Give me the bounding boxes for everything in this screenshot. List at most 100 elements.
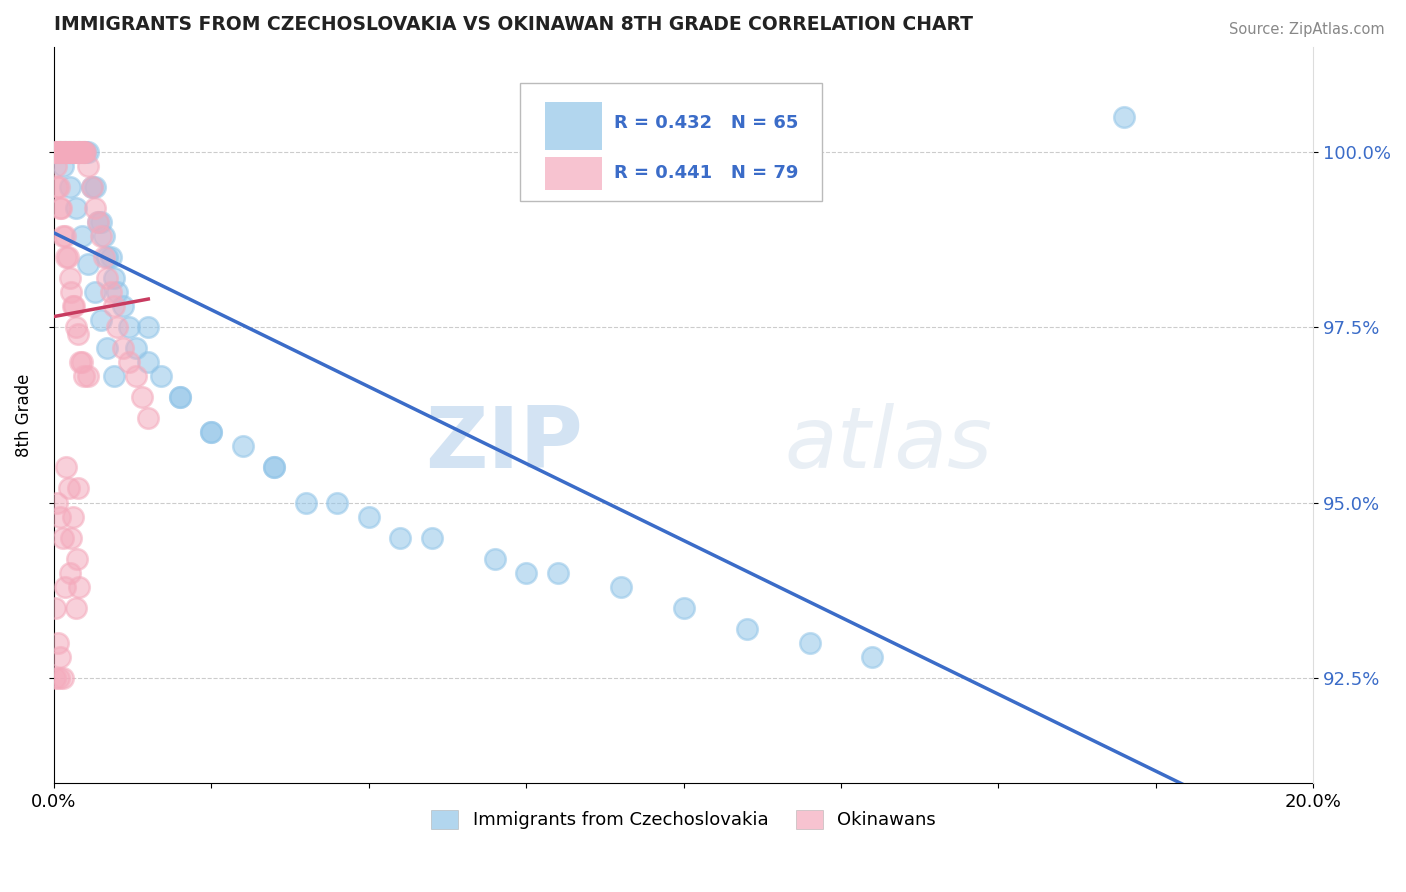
Point — [49, 509, 72, 524]
Point — [70, 355, 93, 369]
Point — [52, 531, 75, 545]
Point — [62, 145, 84, 159]
Bar — [546, 102, 602, 150]
Point — [73, 369, 96, 384]
Point — [100, 250, 122, 264]
Point — [49, 145, 72, 159]
Point — [52, 145, 75, 159]
Point — [672, 600, 695, 615]
Point — [58, 145, 80, 159]
Point — [149, 369, 172, 384]
Point — [46, 495, 69, 509]
Point — [232, 439, 254, 453]
Point — [48, 145, 70, 159]
Text: R = 0.441   N = 79: R = 0.441 N = 79 — [614, 164, 799, 182]
Point — [52, 145, 75, 159]
Point — [862, 649, 884, 664]
Point — [58, 271, 80, 285]
Point — [100, 285, 122, 299]
Point — [55, 145, 77, 159]
Point — [53, 229, 76, 244]
Point — [80, 180, 103, 194]
Text: IMMIGRANTS FROM CZECHOSLOVAKIA VS OKINAWAN 8TH GRADE CORRELATION CHART: IMMIGRANTS FROM CZECHOSLOVAKIA VS OKINAW… — [53, 15, 973, 34]
Point — [66, 145, 89, 159]
Point — [118, 320, 141, 334]
Point — [75, 145, 97, 159]
Point — [484, 551, 506, 566]
Point — [52, 671, 75, 685]
Point — [67, 145, 90, 159]
Point — [77, 145, 100, 159]
Point — [44, 145, 66, 159]
Point — [56, 145, 79, 159]
Point — [53, 145, 76, 159]
Text: R = 0.432   N = 65: R = 0.432 N = 65 — [614, 114, 799, 132]
Point — [87, 215, 110, 229]
Point — [66, 145, 89, 159]
Point — [69, 355, 91, 369]
Point — [58, 566, 80, 580]
Y-axis label: 8th Grade: 8th Grade — [15, 373, 32, 457]
Point — [48, 145, 70, 159]
Text: ZIP: ZIP — [425, 403, 583, 486]
Point — [118, 355, 141, 369]
Point — [58, 482, 80, 496]
Point — [169, 390, 191, 404]
Point — [55, 145, 77, 159]
Point — [62, 509, 84, 524]
Point — [77, 369, 100, 384]
Point — [44, 671, 66, 685]
Point — [67, 145, 90, 159]
Point — [60, 145, 83, 159]
Point — [69, 145, 91, 159]
Point — [75, 145, 97, 159]
FancyBboxPatch shape — [520, 84, 823, 202]
Point — [65, 145, 87, 159]
Point — [83, 180, 105, 194]
Point — [49, 201, 72, 215]
Point — [96, 271, 118, 285]
Point — [87, 215, 110, 229]
Point — [105, 320, 128, 334]
Point — [65, 145, 87, 159]
Point — [60, 285, 83, 299]
Point — [65, 201, 87, 215]
Point — [46, 180, 69, 194]
Point — [103, 271, 125, 285]
Point — [1114, 110, 1136, 124]
Point — [65, 145, 87, 159]
Point — [66, 482, 89, 496]
Point — [56, 145, 79, 159]
Point — [73, 145, 96, 159]
Point — [66, 327, 89, 342]
Point — [90, 313, 112, 327]
Point — [200, 425, 222, 440]
Point — [53, 145, 76, 159]
Point — [103, 369, 125, 384]
Point — [83, 201, 105, 215]
Point — [65, 600, 87, 615]
Point — [77, 159, 100, 173]
Point — [80, 180, 103, 194]
Point — [136, 320, 159, 334]
Point — [112, 341, 135, 355]
Bar — [546, 157, 602, 190]
Point — [72, 145, 94, 159]
Point — [105, 285, 128, 299]
Point — [326, 495, 349, 509]
Point — [51, 145, 73, 159]
Point — [60, 145, 83, 159]
Point — [70, 229, 93, 244]
Point — [49, 145, 72, 159]
Point — [51, 201, 73, 215]
Point — [58, 145, 80, 159]
Point — [44, 600, 66, 615]
Point — [103, 299, 125, 313]
Point — [77, 257, 100, 271]
Point — [52, 229, 75, 244]
Point — [83, 285, 105, 299]
Point — [263, 460, 285, 475]
Point — [90, 215, 112, 229]
Point — [48, 671, 70, 685]
Point — [67, 580, 90, 594]
